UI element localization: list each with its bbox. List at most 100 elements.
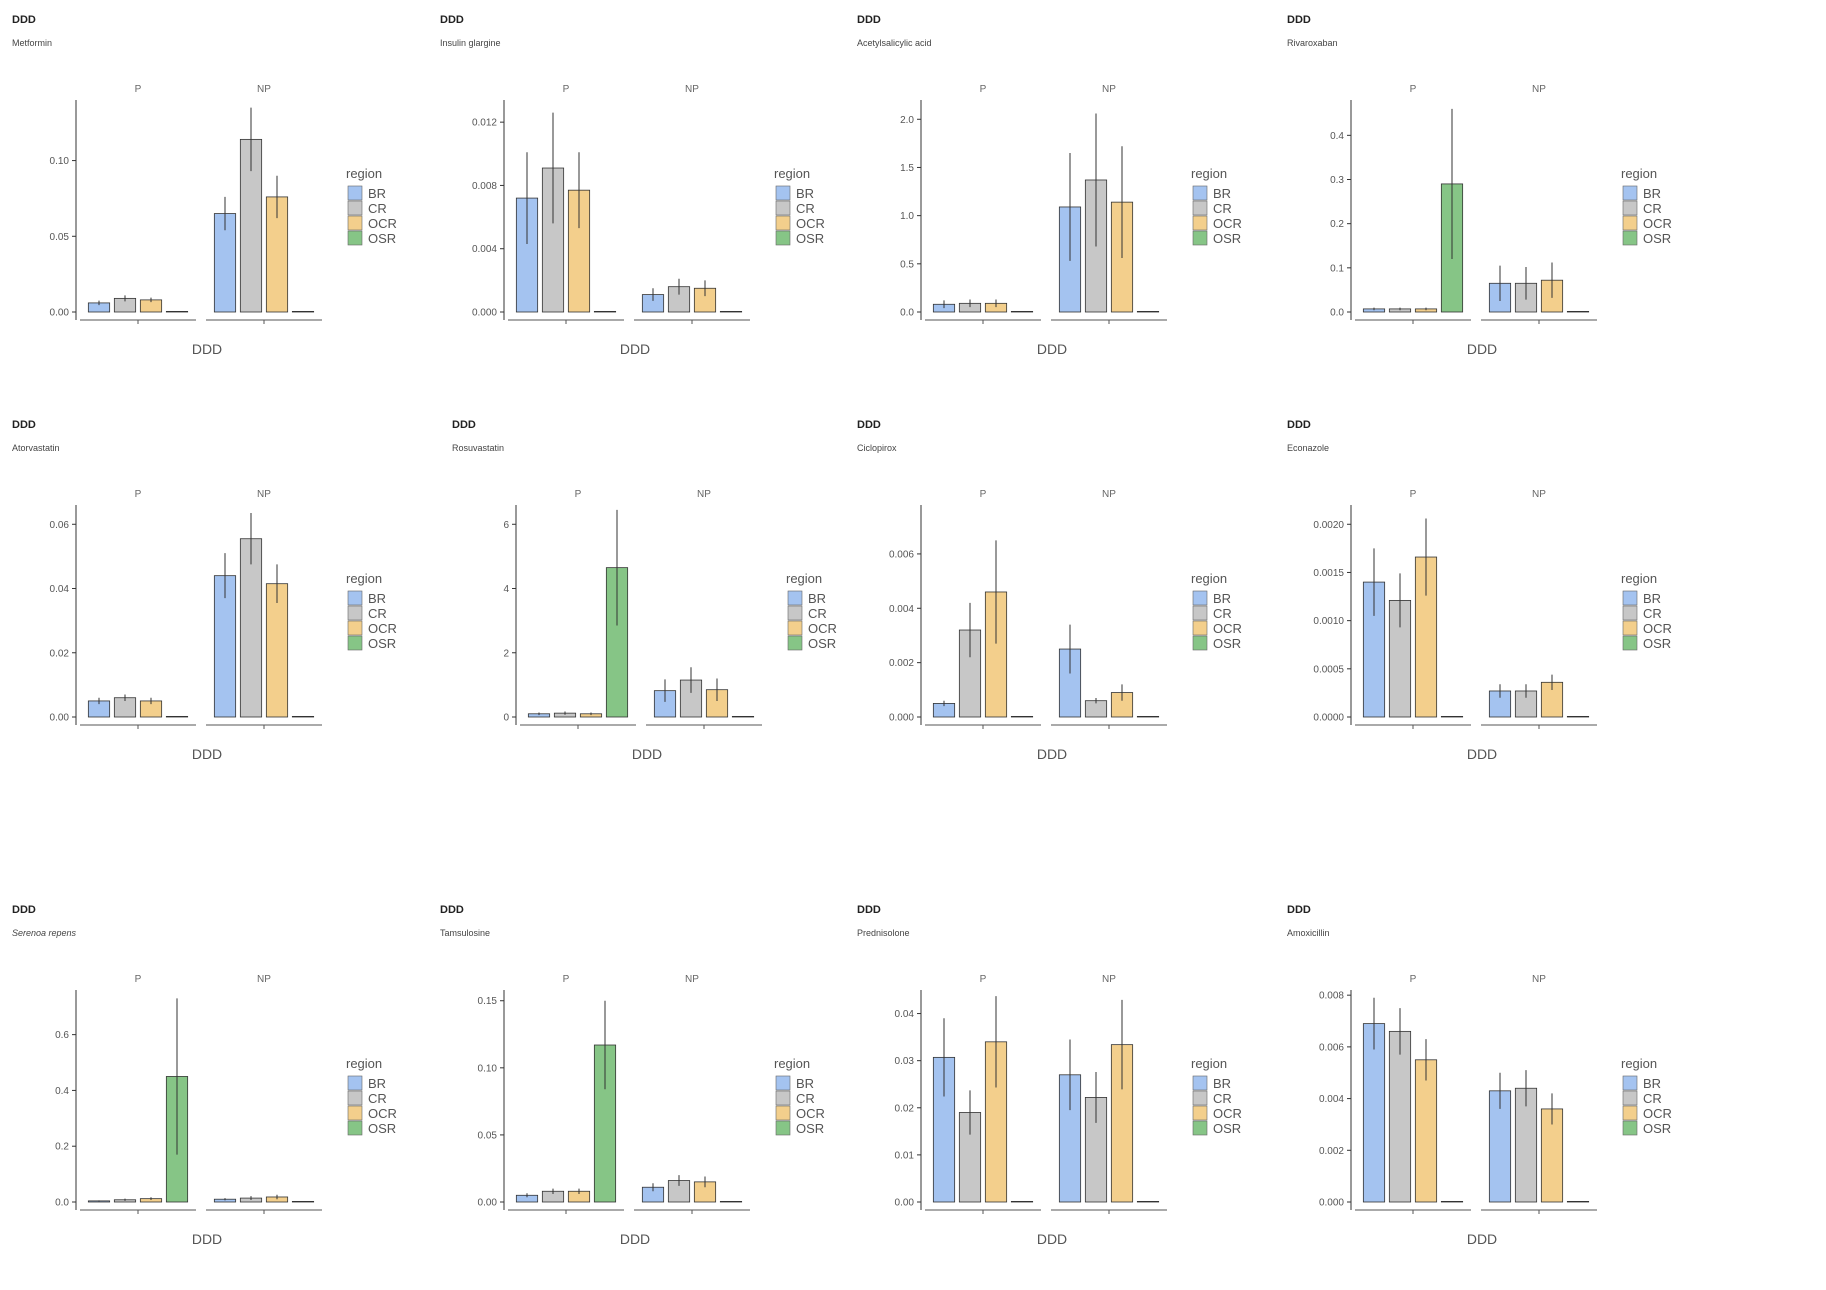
panel-subtitle: Rivaroxaban xyxy=(1287,38,1338,48)
y-tick-label: 0.0020 xyxy=(1313,520,1344,531)
legend-label: CR xyxy=(1213,1091,1232,1106)
facet-label: NP xyxy=(1532,84,1546,95)
legend-swatch xyxy=(775,200,791,216)
panel-subtitle: Ciclopirox xyxy=(857,443,897,453)
facet-label: P xyxy=(980,974,987,985)
y-tick-label: 0.008 xyxy=(472,181,497,192)
panel-subtitle: Metformin xyxy=(12,38,53,48)
y-tick-label: 0.05 xyxy=(478,1130,498,1141)
legend-swatch xyxy=(1622,1090,1638,1106)
legend-swatch xyxy=(1622,185,1638,201)
legend-swatch xyxy=(775,1105,791,1121)
legend-label: OSR xyxy=(796,231,824,246)
panel-tag: DDD xyxy=(857,904,881,916)
legend-label: CR xyxy=(796,201,815,216)
legend-swatch xyxy=(1192,1105,1208,1121)
y-tick-label: 0.02 xyxy=(50,648,70,659)
y-tick-label: 0.15 xyxy=(478,996,498,1007)
y-tick-label: 0.004 xyxy=(889,604,914,615)
y-tick-label: 0.006 xyxy=(1319,1042,1344,1053)
legend-label: OCR xyxy=(368,216,397,231)
legend-swatch xyxy=(1192,620,1208,636)
legend-label: CR xyxy=(368,1091,387,1106)
y-tick-label: 0.3 xyxy=(1330,175,1344,186)
legend-title: region xyxy=(346,166,382,181)
chart-panel-4: DDD Rivaroxaban 0.0 0.1 0.2 0.3 0.4 P NP DDD regio… xyxy=(1275,0,1715,400)
legend-swatch xyxy=(347,200,363,216)
x-axis-label: DDD xyxy=(1467,746,1497,762)
y-tick-label: 0.5 xyxy=(900,259,914,270)
legend-swatch xyxy=(1622,1120,1638,1136)
legend-label: BR xyxy=(808,591,826,606)
y-tick-label: 4 xyxy=(503,584,509,595)
legend-title: region xyxy=(346,571,382,586)
chart-panel-6: DDD Rosuvastatin 0 2 4 6 P NP DDD region BR CR OCR OS… xyxy=(440,405,880,805)
bar-osr xyxy=(1566,715,1590,718)
legend-label: BR xyxy=(1643,1076,1661,1091)
legend-label: OSR xyxy=(1213,1121,1241,1136)
chart-grid: DDD Metformin 0.00 0.05 0.10 P NP DDD region BR CR… xyxy=(0,0,1715,1247)
y-tick-label: 0.1 xyxy=(1330,263,1344,274)
legend-swatch xyxy=(347,1120,363,1136)
panel-tag: DDD xyxy=(12,14,36,26)
y-tick-label: 0.0 xyxy=(900,308,914,319)
legend-label: OSR xyxy=(368,1121,396,1136)
chart-panel-11: DDD Prednisolone 0.00 0.01 0.02 0.03 0.04 P NP DD… xyxy=(845,890,1285,1290)
facet-label: P xyxy=(980,84,987,95)
y-tick-label: 0.01 xyxy=(895,1150,915,1161)
legend-label: OCR xyxy=(1213,216,1242,231)
bar-osr xyxy=(1010,1200,1034,1203)
y-tick-label: 0.04 xyxy=(895,1009,915,1020)
legend-label: OCR xyxy=(796,1106,825,1121)
legend-swatch xyxy=(775,185,791,201)
panel-tag: DDD xyxy=(12,904,36,916)
legend-label: BR xyxy=(368,186,386,201)
legend-label: OCR xyxy=(796,216,825,231)
legend-title: region xyxy=(1621,166,1657,181)
y-tick-label: 0.0 xyxy=(55,1198,69,1209)
panel-subtitle: Serenoa repens xyxy=(12,928,77,938)
facet-label: P xyxy=(135,489,142,500)
facet-label: NP xyxy=(257,974,271,985)
bar-osr xyxy=(165,715,189,718)
legend-label: CR xyxy=(1643,201,1662,216)
bar-osr xyxy=(719,310,743,313)
legend-title: region xyxy=(774,166,810,181)
y-tick-label: 0.004 xyxy=(1319,1094,1344,1105)
legend-swatch xyxy=(775,215,791,231)
panel-tag: DDD xyxy=(12,419,36,431)
legend-swatch xyxy=(1192,605,1208,621)
bar-ocr xyxy=(265,583,289,718)
legend-label: OSR xyxy=(368,636,396,651)
legend-swatch xyxy=(787,590,803,606)
legend-swatch xyxy=(775,230,791,246)
legend-label: BR xyxy=(368,1076,386,1091)
panel-subtitle: Acetylsalicylic acid xyxy=(857,38,932,48)
legend-label: CR xyxy=(1213,201,1232,216)
legend-label: BR xyxy=(1643,186,1661,201)
legend-label: OSR xyxy=(1643,636,1671,651)
bar-ocr xyxy=(1414,1059,1438,1203)
y-tick-label: 2 xyxy=(503,648,509,659)
y-tick-label: 0.0 xyxy=(1330,308,1344,319)
x-axis-label: DDD xyxy=(1037,746,1067,762)
legend-label: BR xyxy=(1213,591,1231,606)
chart-panel-3: DDD Acetylsalicylic acid 0.0 0.5 1.0 1.5 2.0 P N… xyxy=(845,0,1285,400)
legend-swatch xyxy=(1192,215,1208,231)
legend-label: OCR xyxy=(808,621,837,636)
legend-label: CR xyxy=(1643,1091,1662,1106)
panel-subtitle: Econazole xyxy=(1287,443,1330,453)
y-tick-label: 0.002 xyxy=(1319,1146,1344,1157)
facet-label: P xyxy=(135,84,142,95)
chart-panel-1: DDD Metformin 0.00 0.05 0.10 P NP DDD region BR CR… xyxy=(0,0,440,400)
y-tick-label: 0.000 xyxy=(472,308,497,319)
legend-swatch xyxy=(1622,1105,1638,1121)
bar-cr xyxy=(239,538,263,718)
legend-swatch xyxy=(347,1075,363,1091)
facet-label: NP xyxy=(1532,974,1546,985)
bar-osr xyxy=(1136,715,1160,718)
chart-panel-9: DDD Serenoa repens 0.0 0.2 0.4 0.6 P NP DDD regio… xyxy=(0,890,440,1290)
legend-label: BR xyxy=(796,186,814,201)
